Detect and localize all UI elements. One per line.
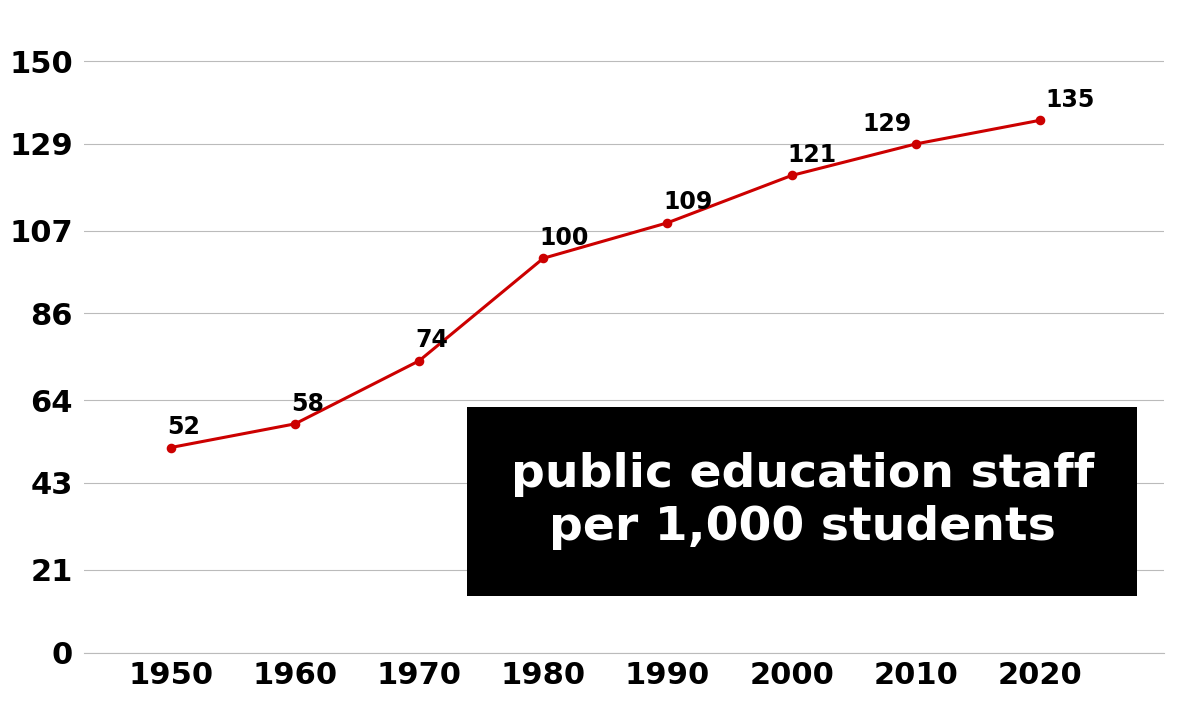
Text: 129: 129: [863, 112, 912, 136]
Point: [161, 442, 180, 453]
Text: 74: 74: [415, 328, 448, 352]
Text: 135: 135: [1045, 88, 1094, 112]
Text: 109: 109: [664, 191, 713, 215]
Text: 58: 58: [290, 392, 324, 415]
Point: [658, 217, 677, 228]
Point: [782, 170, 802, 181]
Point: [534, 252, 553, 264]
Point: [906, 138, 925, 150]
Point: [1031, 115, 1050, 126]
Bar: [468, 407, 1138, 596]
Text: 52: 52: [167, 415, 199, 439]
Point: [409, 355, 428, 367]
Text: 121: 121: [787, 143, 836, 167]
Point: [286, 418, 305, 430]
Text: public education staff
per 1,000 students: public education staff per 1,000 student…: [510, 452, 1094, 550]
Text: 100: 100: [539, 226, 588, 250]
